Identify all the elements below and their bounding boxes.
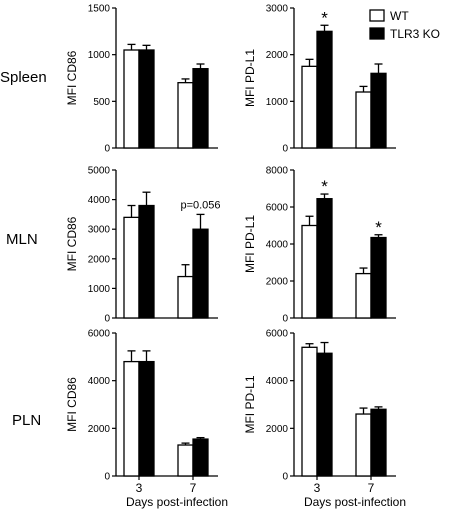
y-tick-label: 3000	[88, 225, 111, 236]
y-tick-label: 6000	[88, 329, 111, 340]
y-tick-label: 1500	[88, 4, 111, 15]
bar-tlr3-ko-day7	[192, 68, 209, 149]
y-tick-label: 0	[282, 144, 288, 155]
bar-tlr3-ko-day3	[138, 204, 155, 319]
legend-label-tlr3ko: TLR3 KO	[390, 27, 440, 41]
panel-mln-cd86: 0 1000 2000 3000 4000 5000 MFI CD86 p=0.056	[65, 166, 221, 325]
y-tick-label: 2000	[88, 424, 111, 435]
y-tick-label: 1000	[88, 284, 111, 295]
x-axis-label-right: Days post-infection	[304, 495, 406, 509]
x-tick-label: 3	[136, 481, 143, 495]
bar-wt-day7	[355, 91, 372, 149]
x-tick-label: 3	[314, 481, 321, 495]
significance-star: *	[375, 218, 382, 237]
bar-wt-day7	[177, 444, 194, 477]
significance-star: *	[321, 177, 328, 196]
legend-swatch-wt	[369, 9, 385, 22]
row-label-spleen: Spleen	[0, 69, 47, 86]
y-tick-label: 1000	[266, 97, 289, 108]
y-tick-label: 0	[104, 314, 110, 325]
y-tick-label: 6000	[266, 329, 289, 340]
y-tick-label: 8000	[266, 166, 289, 177]
bar-wt-day7	[355, 413, 372, 477]
bar-tlr3-ko-day7	[370, 236, 387, 319]
y-tick-label: 2000	[266, 277, 289, 288]
row-label-pln: PLN	[12, 412, 41, 429]
legend: WT TLR3 KO	[369, 9, 440, 41]
legend-label-wt: WT	[390, 9, 409, 23]
bar-tlr3-ko-day3	[138, 49, 155, 149]
y-tick-label: 3000	[266, 4, 289, 15]
panel-spleen-pdl1: 0 1000 2000 3000 MFI PD-L1 *	[243, 4, 396, 155]
bar-wt-day7	[177, 82, 194, 149]
x-tick-label: 7	[190, 481, 197, 495]
bar-wt-day3	[301, 65, 318, 149]
y-tick-label: 4000	[88, 195, 111, 206]
panel-pln-cd86: 0 2000 4000 6000 MFI CD86 3 7	[65, 329, 218, 495]
y-axis-label: MFI CD86	[65, 50, 79, 105]
y-tick-label: 2000	[266, 424, 289, 435]
y-tick-label: 0	[282, 472, 288, 483]
bar-tlr3-ko-day7	[370, 72, 387, 149]
y-tick-label: 0	[104, 144, 110, 155]
bar-tlr3-ko-day3	[316, 352, 333, 477]
y-tick-label: 4000	[266, 376, 289, 387]
panel-pln-pdl1: 0 2000 4000 6000 MFI PD-L1 3 7	[243, 329, 396, 495]
y-axis-label: MFI PD-L1	[243, 49, 257, 107]
y-tick-label: 500	[93, 97, 110, 108]
panel-spleen-cd86: 0 500 1000 1500 MFI CD86	[65, 4, 218, 155]
bar-wt-day3	[301, 346, 318, 477]
y-axis-label: MFI PD-L1	[243, 215, 257, 273]
x-tick-label: 7	[368, 481, 375, 495]
bar-wt-day3	[123, 360, 140, 477]
y-tick-label: 5000	[88, 166, 111, 177]
bar-wt-day3	[123, 216, 140, 319]
bar-wt-day3	[123, 49, 140, 149]
y-tick-label: 6000	[266, 203, 289, 214]
bar-tlr3-ko-day3	[316, 198, 333, 319]
bar-tlr3-ko-day7	[370, 408, 387, 477]
significance-star: *	[321, 8, 328, 27]
y-tick-label: 1000	[88, 50, 111, 61]
p-value-annotation: p=0.056	[180, 199, 220, 211]
legend-swatch-tlr3ko	[369, 27, 385, 40]
y-tick-label: 0	[104, 472, 110, 483]
y-tick-label: 2000	[88, 254, 111, 265]
y-axis-label: MFI CD86	[65, 216, 79, 271]
bar-tlr3-ko-day7	[192, 438, 209, 477]
bar-wt-day7	[177, 275, 194, 319]
y-tick-label: 4000	[266, 240, 289, 251]
y-tick-label: 2000	[266, 50, 289, 61]
bar-wt-day3	[301, 224, 318, 319]
y-axis-label: MFI CD86	[65, 377, 79, 432]
panel-mln-pdl1: 0 2000 4000 6000 8000 MFI PD-L1 * *	[243, 166, 396, 325]
y-axis-label: MFI PD-L1	[243, 375, 257, 433]
bar-tlr3-ko-day3	[316, 30, 333, 149]
x-axis-label-left: Days post-infection	[126, 495, 228, 509]
y-tick-label: 0	[282, 314, 288, 325]
row-label-mln: MLN	[6, 231, 38, 248]
bar-wt-day7	[355, 272, 372, 319]
bar-tlr3-ko-day7	[192, 228, 209, 319]
y-tick-label: 4000	[88, 376, 111, 387]
bar-tlr3-ko-day3	[138, 360, 155, 477]
